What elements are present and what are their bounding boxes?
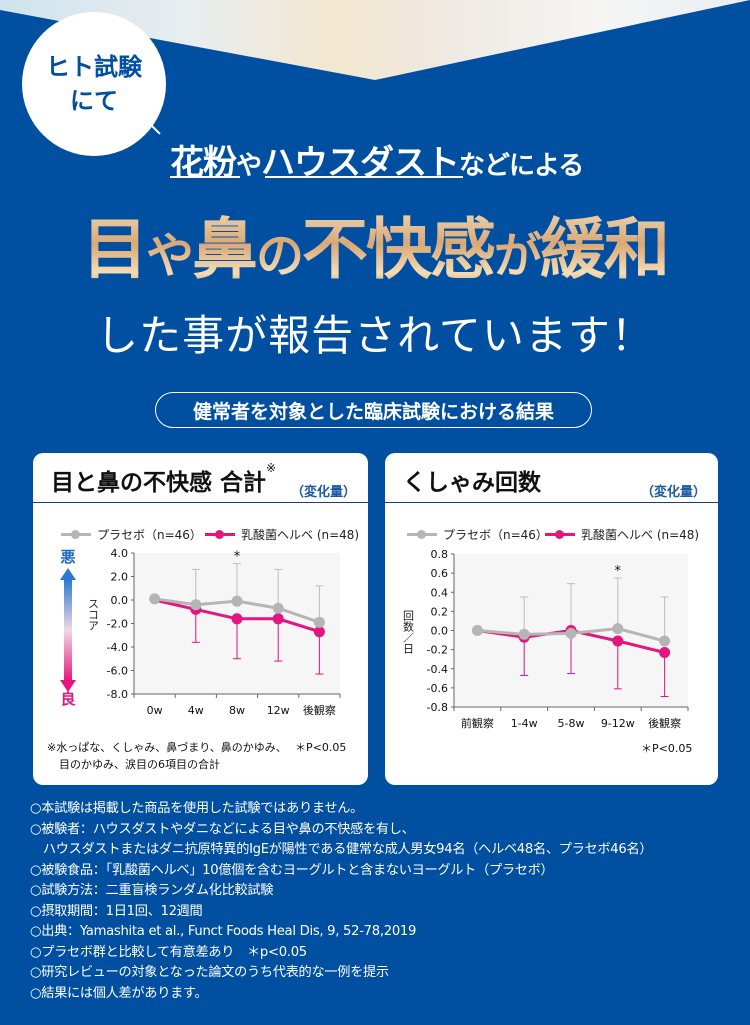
svg-text:スコア: スコア bbox=[87, 598, 100, 631]
svg-text:2.0: 2.0 bbox=[111, 571, 129, 584]
legend-placebo: プラセボ（n=46） bbox=[61, 526, 202, 543]
svg-text:*: * bbox=[234, 550, 241, 565]
legend-helve: 乳酸菌ヘルベ (n=48) bbox=[545, 526, 699, 543]
svg-text:後観察: 後観察 bbox=[648, 716, 681, 730]
svg-text:0w: 0w bbox=[147, 704, 163, 717]
footnote-line: ○摂取期間：1日1回、12週間 bbox=[30, 903, 203, 919]
svg-text:良: 良 bbox=[60, 690, 75, 708]
svg-text:悪: 悪 bbox=[60, 548, 75, 566]
svg-text:1-4w: 1-4w bbox=[511, 717, 538, 730]
study-footnotes: ○本試験は掲載した商品を使用した試験ではありません。 ○被験者：ハウスダストやダニ… bbox=[30, 799, 653, 1004]
footnote-line: ○プラセボ群と比較して有意差あり ＊p<0.05 bbox=[30, 944, 307, 960]
svg-text:9-12w: 9-12w bbox=[601, 717, 635, 730]
svg-text:-0.4: -0.4 bbox=[427, 663, 448, 676]
sneeze-chart: 回数／日 0.8 0.6 0.4 0.2 0.0 -0.2 -0.4 -0.6 -0.8 前観察 1… bbox=[402, 548, 689, 730]
footnote-line: ○研究レビューの対象となった論文のうち代表的な一例を提示 bbox=[30, 965, 389, 980]
svg-text:-0.6: -0.6 bbox=[427, 682, 448, 695]
footnote-line: ○試験方法：二重盲検ランダム化比較試験 bbox=[30, 883, 274, 898]
pvalue-note: ＊P<0.05 bbox=[295, 741, 347, 754]
svg-text:-0.8: -0.8 bbox=[427, 701, 448, 714]
legend-pink-marker-icon bbox=[545, 530, 575, 539]
badge-line1: ヒト試験 bbox=[46, 53, 142, 81]
legend-placebo: プラセボ（n=46） bbox=[407, 526, 548, 543]
discomfort-chart: 悪 良 スコア 4.0 2.0 0.0 -2.0 -4.0 -6.0 -8.0 0w 4w 8w 1… bbox=[60, 547, 341, 717]
svg-text:8w: 8w bbox=[229, 704, 245, 717]
badge-tail bbox=[149, 123, 161, 135]
pvalue-note: ＊P<0.05 bbox=[641, 742, 693, 755]
main-headline: 目や鼻の不快感が緩和 bbox=[0, 196, 750, 292]
svg-text:0.2: 0.2 bbox=[431, 605, 449, 618]
svg-text:-6.0: -6.0 bbox=[107, 665, 128, 678]
underline-pollen bbox=[170, 176, 240, 178]
chart-card-discomfort: 目と鼻の不快感 合計※ （変化量） プラセボ（n=46） 乳酸菌ヘルベ (n=4… bbox=[33, 453, 368, 785]
chart-card-sneeze: くしゃみ回数 （変化量） プラセボ（n=46） 乳酸菌ヘルベ (n=48) 回数… bbox=[385, 453, 718, 785]
card-title: 目と鼻の不快感 合計※ bbox=[51, 461, 277, 496]
svg-text:回数／日: 回数／日 bbox=[402, 610, 415, 654]
footnote-line: ○被験食品：「乳酸菌ヘルベ」10億個を含むヨーグルトと含まないヨーグルト（プラセ… bbox=[30, 862, 554, 878]
legend-pink-marker-icon bbox=[205, 530, 235, 539]
svg-text:0.4: 0.4 bbox=[431, 586, 449, 599]
footnote-line: ハウスダストまたはダニ抗原特異的IgEが陽性である健常な成人男女94名（ヘルベ4… bbox=[30, 842, 653, 857]
badge-line2: にて bbox=[70, 87, 118, 115]
card-title: くしゃみ回数 bbox=[403, 470, 541, 496]
card-header: 目と鼻の不快感 合計※ （変化量） bbox=[33, 453, 368, 503]
good-bad-arrow-icon bbox=[60, 568, 76, 692]
svg-text:0.0: 0.0 bbox=[431, 625, 449, 638]
svg-text:0.6: 0.6 bbox=[431, 567, 449, 580]
footnote-line: ○本試験は掲載した商品を使用した試験ではありません。 bbox=[30, 801, 363, 816]
svg-text:5-8w: 5-8w bbox=[558, 717, 585, 730]
legend-helve: 乳酸菌ヘルベ (n=48) bbox=[205, 526, 359, 543]
svg-text:-8.0: -8.0 bbox=[107, 688, 128, 701]
headline-continuation: した事が報告されています！ bbox=[96, 311, 654, 360]
footnote-line: ○被験者：ハウスダストやダニなどによる目や鼻の不快感を有し、 bbox=[30, 821, 415, 837]
svg-text:-2.0: -2.0 bbox=[107, 618, 128, 631]
svg-text:*: * bbox=[615, 564, 622, 579]
svg-text:4w: 4w bbox=[188, 704, 204, 717]
human-trial-badge: ヒト試験 にて bbox=[22, 12, 166, 156]
svg-text:後観察: 後観察 bbox=[303, 703, 336, 717]
card-unit: （変化量） bbox=[290, 485, 356, 500]
card-header: くしゃみ回数 （変化量） bbox=[385, 453, 718, 503]
legend-gray-marker-icon bbox=[61, 530, 91, 539]
footnote-items: ※水っぱな、くしゃみ、鼻づまり、鼻のかゆみ、 目のかゆみ、涙目の6項目の合計 bbox=[47, 741, 287, 771]
svg-text:-4.0: -4.0 bbox=[107, 641, 128, 654]
svg-text:12w: 12w bbox=[267, 704, 290, 717]
legend-gray-marker-icon bbox=[407, 530, 437, 539]
footnote-line: ○結果には個人差があります。 bbox=[30, 985, 208, 1001]
svg-text:-0.2: -0.2 bbox=[427, 644, 448, 657]
results-label-pill: 健常者を対象とした臨床試験における結果 bbox=[155, 392, 592, 428]
svg-text:前観察: 前観察 bbox=[461, 716, 494, 730]
footnote-line: ○出典：Yamashita et al., Funct Foods Heal D… bbox=[30, 924, 417, 939]
underline-housedust bbox=[265, 176, 463, 178]
svg-text:4.0: 4.0 bbox=[111, 547, 129, 560]
svg-text:0.0: 0.0 bbox=[111, 594, 129, 607]
card-unit: （変化量） bbox=[640, 485, 706, 500]
svg-text:0.8: 0.8 bbox=[431, 548, 449, 561]
